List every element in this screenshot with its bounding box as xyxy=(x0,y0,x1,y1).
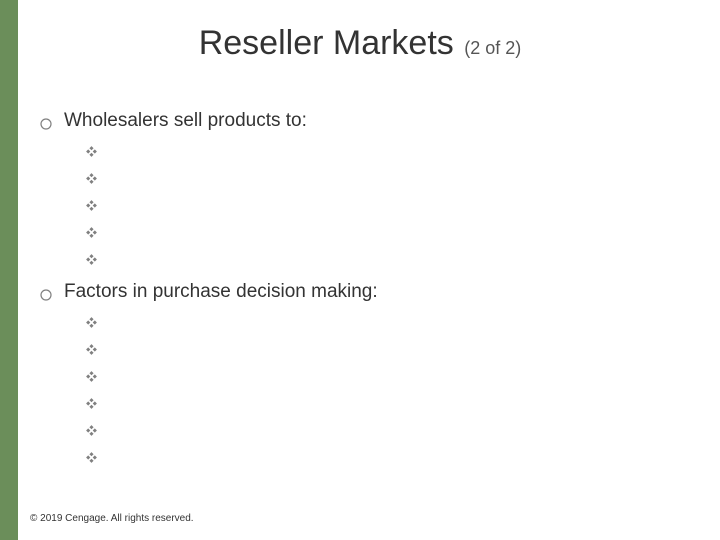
four-diamond-icon xyxy=(86,449,108,467)
bullet-level1-text: Wholesalers sell products to: xyxy=(64,110,307,132)
bullet-level1-text: Factors in purchase decision making: xyxy=(64,281,378,303)
bullet-level1: Factors in purchase decision making: xyxy=(40,281,690,303)
four-diamond-icon xyxy=(86,341,108,359)
title-sub: (2 of 2) xyxy=(464,38,521,58)
bullet-level2 xyxy=(86,219,690,246)
bullet-level2 xyxy=(86,138,690,165)
bullet-level2 xyxy=(86,165,690,192)
four-diamond-icon xyxy=(86,170,108,188)
content-body: Wholesalers sell products to: Factors in … xyxy=(40,110,690,479)
four-diamond-icon xyxy=(86,314,108,332)
bullet-level2 xyxy=(86,417,690,444)
four-diamond-icon xyxy=(86,395,108,413)
four-diamond-icon xyxy=(86,224,108,242)
circle-outline-icon xyxy=(40,110,64,132)
bullet-level2 xyxy=(86,390,690,417)
four-diamond-icon xyxy=(86,422,108,440)
slide-title: Reseller Markets (2 of 2) xyxy=(0,24,720,63)
bullet-level2-group xyxy=(86,309,690,471)
bullet-level2 xyxy=(86,192,690,219)
copyright-footer: © 2019 Cengage. All rights reserved. xyxy=(30,513,194,524)
bullet-level1: Wholesalers sell products to: xyxy=(40,110,690,132)
four-diamond-icon xyxy=(86,143,108,161)
four-diamond-icon xyxy=(86,251,108,269)
bullet-level2 xyxy=(86,336,690,363)
circle-outline-icon xyxy=(40,281,64,303)
title-main: Reseller Markets xyxy=(199,24,454,62)
bullet-level2 xyxy=(86,363,690,390)
bullet-level2-group xyxy=(86,138,690,273)
bullet-level2 xyxy=(86,246,690,273)
accent-bar xyxy=(0,0,18,540)
bullet-level2 xyxy=(86,444,690,471)
bullet-level2 xyxy=(86,309,690,336)
four-diamond-icon xyxy=(86,368,108,386)
four-diamond-icon xyxy=(86,197,108,215)
